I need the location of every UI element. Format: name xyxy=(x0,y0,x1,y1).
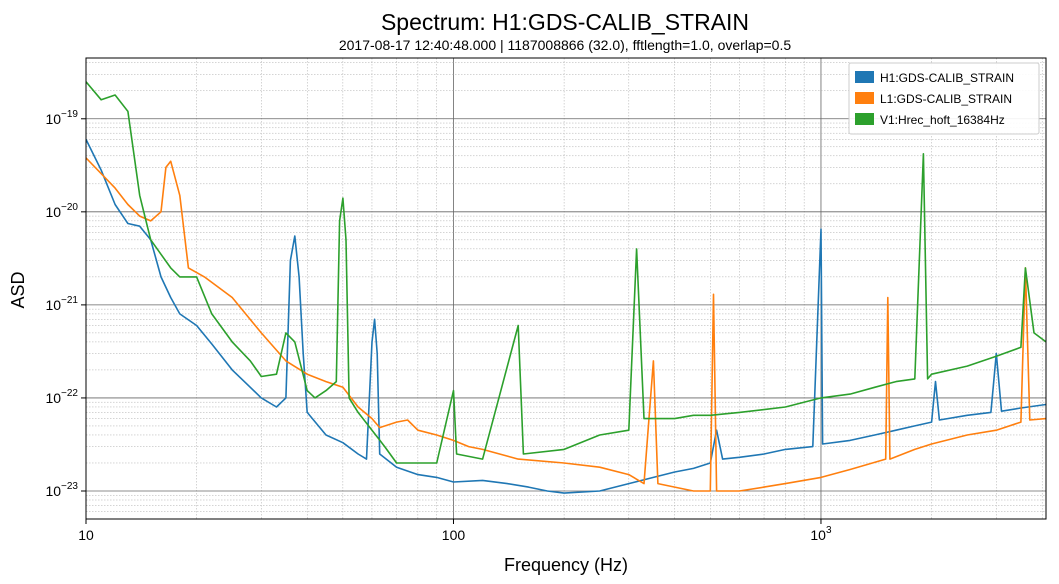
legend: H1:GDS-CALIB_STRAIN L1:GDS-CALIB_STRAIN V1… xyxy=(848,62,1040,135)
plot-area xyxy=(86,81,1046,494)
chart-subtitle: 2017-08-17 12:40:48.000 | 1187008866 (32… xyxy=(339,37,791,53)
y-tick-label: 10−20 xyxy=(45,202,78,220)
x-tick-label: 103 xyxy=(810,525,832,543)
y-tick-label: 10−19 xyxy=(45,109,78,127)
x-tick-label: 10 xyxy=(78,527,94,543)
y-tick-label: 10−21 xyxy=(45,295,78,313)
series-line-2 xyxy=(86,157,1046,492)
x-axis-label: Frequency (Hz) xyxy=(504,555,628,575)
chart-title: Spectrum: H1:GDS-CALIB_STRAIN xyxy=(381,9,749,35)
series-line-1 xyxy=(86,139,1046,494)
legend-swatch xyxy=(855,113,874,125)
axis-ticks: 10 100 103 10−23 10−22 10−21 10−20 10−19 xyxy=(45,109,832,543)
y-tick-label: 10−22 xyxy=(45,388,78,406)
legend-swatch xyxy=(855,71,874,83)
legend-label: H1:GDS-CALIB_STRAIN xyxy=(880,71,1014,85)
plot-frame xyxy=(85,57,1047,520)
legend-label: L1:GDS-CALIB_STRAIN xyxy=(880,92,1012,106)
legend-label: V1:Hrec_hoft_16384Hz xyxy=(880,113,1005,127)
y-tick-label: 10−23 xyxy=(45,481,78,499)
series-line-3 xyxy=(86,81,1046,464)
legend-box xyxy=(848,62,1040,135)
legend-swatch xyxy=(855,92,874,104)
y-axis-label: ASD xyxy=(8,271,28,308)
x-tick-label: 100 xyxy=(442,527,466,543)
